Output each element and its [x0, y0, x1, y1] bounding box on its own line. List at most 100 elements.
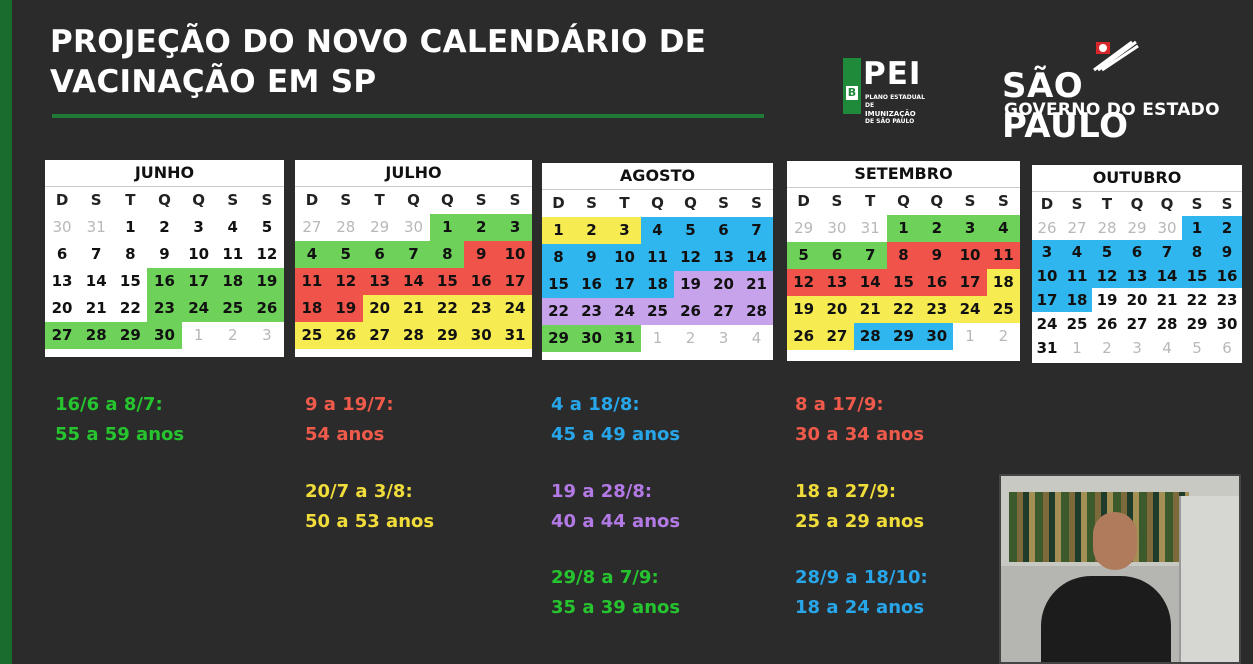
calendar-day: 19: [787, 296, 821, 323]
calendar-day: 10: [1032, 264, 1062, 288]
calendar-day: 27: [362, 322, 397, 349]
calendar-day: 1: [886, 215, 921, 242]
calendar-day: 14: [853, 269, 887, 296]
calendar-day: 9: [464, 241, 499, 268]
calendar-day: 19: [328, 295, 363, 322]
calendar-day: 31: [860, 219, 880, 237]
interpreter-head: [1093, 512, 1137, 570]
weekday-header: S: [509, 191, 521, 209]
calendar-day: 28: [740, 298, 773, 325]
calendar-grid: D S T Q Q S S 30 31 1 2 3 4 5 6 7 8 9 10 11 12 13 14 15 16 17 18 19…: [45, 187, 284, 349]
schedule-set-2: 18 a 27/9: 25 a 29 anos: [795, 477, 924, 537]
schedule-dates: 4 a 18/8:: [551, 394, 640, 415]
calendar-day: 22: [886, 296, 921, 323]
calendar-day: 6: [707, 217, 740, 244]
calendar-day: 1: [125, 218, 136, 236]
sp-flag-icon: [1093, 40, 1139, 72]
schedule-set-1: 8 a 17/9: 30 a 34 anos: [795, 390, 924, 450]
calendar-day: 26: [328, 322, 363, 349]
calendar-day: 31: [608, 325, 641, 352]
calendar-day: 29: [542, 325, 575, 352]
calendar-outubro: OUTUBRO D S T Q Q S S 26 27 28 29 30 1 2 3 4 5 6 7 8 9 10 11 12 1…: [1032, 165, 1242, 363]
calendar-day: 3: [608, 217, 641, 244]
calendar-day: 27: [45, 322, 80, 349]
page-title: PROJEÇÃO DO NOVO CALENDÁRIO DE VACINAÇÃO…: [50, 22, 706, 102]
weekday-header: S: [997, 192, 1009, 210]
weekday-header: T: [374, 191, 385, 209]
calendar-day: 5: [328, 241, 363, 268]
calendar-day: 29: [886, 323, 921, 350]
weekday-header: Q: [158, 191, 171, 209]
weekday-header: S: [1221, 195, 1233, 213]
calendar-julho: JULHO D S T Q Q S S 27 28 29 30 1 2 3 4 5 6 7 8 9 10 11 12 13 14 1…: [295, 160, 532, 357]
month-name: JUNHO: [45, 160, 284, 187]
calendar-day: 30: [147, 322, 182, 349]
calendar-day: 27: [302, 218, 322, 236]
title-underline: [52, 114, 764, 118]
weekday-header: Q: [1130, 195, 1144, 213]
weekday-header: S: [964, 192, 976, 210]
calendar-day: 19: [1096, 291, 1118, 309]
calendar-day: 5: [261, 218, 273, 236]
calendar-day: 5: [787, 242, 821, 269]
schedule-ages: 18 a 24 anos: [795, 597, 925, 618]
calendar-day: 20: [707, 271, 740, 298]
calendar-day: 30: [1216, 315, 1238, 333]
calendar-day: 2: [575, 217, 608, 244]
calendar-day: 2: [228, 326, 238, 344]
calendar-day: 29: [794, 219, 814, 237]
calendar-day: 3: [953, 215, 987, 242]
weekday-header: D: [55, 191, 69, 209]
weekday-header: S: [1071, 195, 1083, 213]
calendar-day: 8: [125, 245, 136, 263]
calendar-day: 28: [1156, 315, 1178, 333]
left-accent-bar: [0, 0, 12, 664]
calendar-day: 28: [853, 323, 887, 350]
calendar-day: 7: [740, 217, 773, 244]
calendar-day: 26: [674, 298, 707, 325]
calendar-day: 20: [362, 295, 397, 322]
calendar-day: 8: [886, 242, 921, 269]
weekday-header: Q: [684, 194, 697, 212]
calendar-day: 1: [1072, 339, 1082, 357]
calendar-day: 7: [853, 242, 887, 269]
calendar-day: 22: [119, 299, 141, 317]
calendar-day: 16: [575, 271, 608, 298]
schedule-dates: 20/7 a 3/8:: [305, 481, 413, 502]
calendar-day: 24: [608, 298, 641, 325]
calendar-day: 29: [430, 322, 465, 349]
calendar-day: 4: [295, 241, 329, 268]
calendar-day: 26: [249, 295, 284, 322]
calendar-day: 4: [641, 217, 674, 244]
calendar-day: 12: [256, 245, 278, 263]
schedule-ages: 40 a 44 anos: [551, 511, 681, 532]
schedule-jul-1: 9 a 19/7: 54 anos: [305, 390, 394, 450]
calendar-day: 11: [641, 244, 674, 271]
calendar-day: 13: [51, 272, 73, 290]
schedule-jul-2: 20/7 a 3/8: 50 a 53 anos: [305, 477, 434, 537]
calendar-day: 23: [1216, 291, 1238, 309]
calendar-day: 28: [79, 322, 114, 349]
pei-logo-bar: B: [843, 58, 861, 114]
video-door: [1179, 496, 1239, 662]
calendar-day: 28: [396, 322, 431, 349]
calendar-day: 8: [1182, 240, 1212, 264]
calendar-day: 9: [159, 245, 170, 263]
schedule-dates: 9 a 19/7:: [305, 394, 394, 415]
calendar-day: 18: [1062, 288, 1092, 312]
calendar-day: 17: [181, 268, 216, 295]
schedule-ages: 30 a 34 anos: [795, 424, 925, 445]
calendar-day: 11: [1062, 264, 1092, 288]
calendar-day: 10: [498, 241, 532, 268]
weekday-header: S: [1191, 195, 1203, 213]
calendar-day: 16: [464, 268, 499, 295]
calendar-day: 10: [188, 245, 210, 263]
calendar-day: 6: [1122, 240, 1152, 264]
calendar-day: 24: [953, 296, 987, 323]
calendar-grid: D S T Q Q S S 27 28 29 30 1 2 3 4 5 6 7 8 9 10 11 12 13 14 15 16 17…: [295, 187, 532, 349]
calendar-day: 8: [542, 244, 575, 271]
calendar-day: 3: [1032, 240, 1062, 264]
calendar-day: 5: [1192, 339, 1202, 357]
calendar-day: 20: [51, 299, 73, 317]
month-name: AGOSTO: [542, 163, 773, 190]
